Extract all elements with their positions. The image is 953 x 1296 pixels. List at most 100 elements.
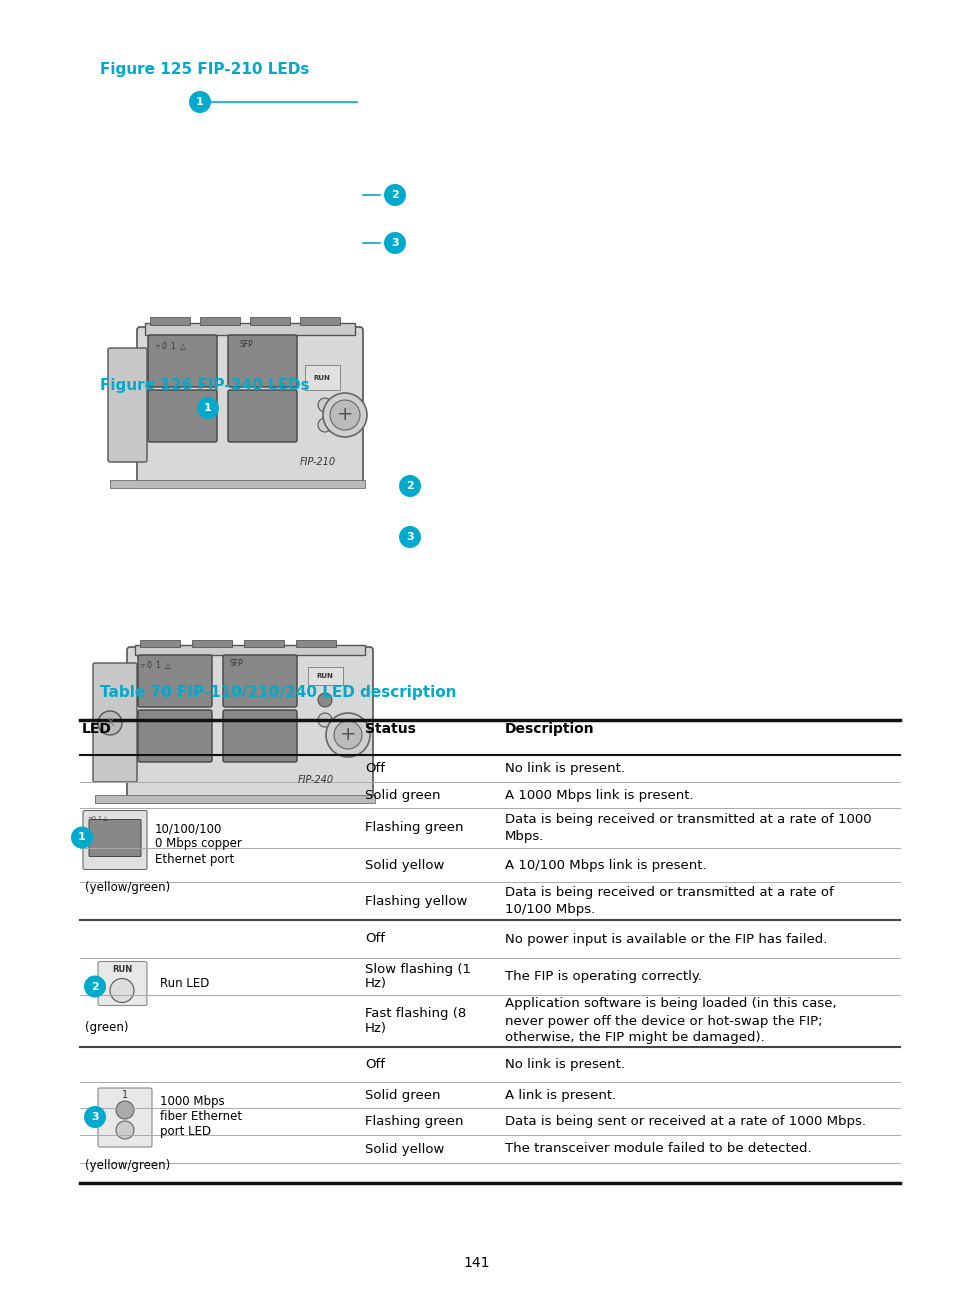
Text: Data is being received or transmitted at a rate of 1000
Mbps.: Data is being received or transmitted at… xyxy=(504,813,871,842)
Text: RUN: RUN xyxy=(314,375,330,381)
Text: Status: Status xyxy=(365,722,416,736)
FancyBboxPatch shape xyxy=(89,819,141,857)
Text: 1: 1 xyxy=(196,97,204,108)
Circle shape xyxy=(71,827,92,849)
FancyBboxPatch shape xyxy=(250,318,290,325)
Text: 1: 1 xyxy=(78,832,86,842)
Text: 141: 141 xyxy=(463,1256,490,1270)
Text: SFP: SFP xyxy=(240,340,253,349)
Text: Data is being sent or received at a rate of 1000 Mbps.: Data is being sent or received at a rate… xyxy=(504,1115,865,1128)
Text: fiber Ethernet: fiber Ethernet xyxy=(160,1109,242,1124)
Text: Off: Off xyxy=(365,762,385,775)
FancyBboxPatch shape xyxy=(108,349,147,461)
Circle shape xyxy=(196,397,219,419)
Bar xyxy=(308,667,343,686)
Text: Slow flashing (1
Hz): Slow flashing (1 Hz) xyxy=(365,963,471,990)
Circle shape xyxy=(384,232,406,254)
Text: A 1000 Mbps link is present.: A 1000 Mbps link is present. xyxy=(504,788,693,801)
Text: FIP-240: FIP-240 xyxy=(297,775,334,785)
Text: The FIP is operating correctly.: The FIP is operating correctly. xyxy=(504,969,701,982)
Text: +: + xyxy=(336,406,353,425)
Text: Description: Description xyxy=(504,722,594,736)
Text: $\triangledown$ 0  1 $\triangle$: $\triangledown$ 0 1 $\triangle$ xyxy=(140,658,172,671)
Bar xyxy=(95,794,375,804)
Circle shape xyxy=(116,1121,133,1139)
Text: RUN: RUN xyxy=(316,673,334,679)
Text: Off: Off xyxy=(365,933,385,946)
Text: No link is present.: No link is present. xyxy=(504,1058,624,1070)
Text: Ethernet port: Ethernet port xyxy=(154,853,234,866)
FancyBboxPatch shape xyxy=(148,390,216,442)
Circle shape xyxy=(84,1105,106,1128)
Text: 10/100/100: 10/100/100 xyxy=(154,823,222,836)
Bar xyxy=(305,365,339,390)
FancyBboxPatch shape xyxy=(98,1089,152,1147)
Text: (yellow/green): (yellow/green) xyxy=(85,1159,170,1172)
Text: 1000 Mbps: 1000 Mbps xyxy=(160,1095,224,1108)
Circle shape xyxy=(84,976,106,998)
FancyBboxPatch shape xyxy=(148,334,216,388)
Text: Solid yellow: Solid yellow xyxy=(365,1143,444,1156)
Circle shape xyxy=(98,712,122,735)
FancyBboxPatch shape xyxy=(138,710,212,762)
Text: Flashing yellow: Flashing yellow xyxy=(365,894,467,907)
FancyBboxPatch shape xyxy=(137,327,363,483)
FancyBboxPatch shape xyxy=(150,318,190,325)
Text: 3: 3 xyxy=(406,531,414,542)
FancyBboxPatch shape xyxy=(295,640,335,647)
Text: The transceiver module failed to be detected.: The transceiver module failed to be dete… xyxy=(504,1143,811,1156)
FancyBboxPatch shape xyxy=(228,334,296,388)
Circle shape xyxy=(189,91,211,113)
Circle shape xyxy=(317,419,332,432)
Text: A 10/100 Mbps link is present.: A 10/100 Mbps link is present. xyxy=(504,858,706,871)
Circle shape xyxy=(326,713,370,757)
Text: Flashing green: Flashing green xyxy=(365,822,463,835)
Text: 2: 2 xyxy=(406,481,414,491)
Text: $\triangledown$ 0  1 $\triangle$: $\triangledown$ 0 1 $\triangle$ xyxy=(154,340,188,353)
Text: $\triangledown$0 1$\triangle$: $\triangledown$0 1$\triangle$ xyxy=(88,814,109,823)
Text: No power input is available or the FIP has failed.: No power input is available or the FIP h… xyxy=(504,933,826,946)
FancyBboxPatch shape xyxy=(223,710,296,762)
Text: (yellow/green): (yellow/green) xyxy=(85,881,170,894)
Text: RUN: RUN xyxy=(112,966,132,975)
FancyBboxPatch shape xyxy=(228,390,296,442)
Circle shape xyxy=(384,184,406,206)
Text: 2: 2 xyxy=(91,981,99,991)
FancyBboxPatch shape xyxy=(140,640,180,647)
Text: LED: LED xyxy=(82,722,112,736)
Circle shape xyxy=(317,398,332,412)
Circle shape xyxy=(330,400,359,430)
Text: FIP-210: FIP-210 xyxy=(299,457,335,467)
Circle shape xyxy=(323,393,367,437)
Text: Solid yellow: Solid yellow xyxy=(365,858,444,871)
Text: +: + xyxy=(339,726,355,744)
Text: 0 Mbps copper: 0 Mbps copper xyxy=(154,837,242,850)
Text: Application software is being loaded (in this case,
never power off the device o: Application software is being loaded (in… xyxy=(504,998,836,1045)
Text: 2: 2 xyxy=(391,191,398,200)
Text: Fast flashing (8
Hz): Fast flashing (8 Hz) xyxy=(365,1007,466,1036)
FancyBboxPatch shape xyxy=(138,654,212,708)
Circle shape xyxy=(110,978,133,1003)
Text: Flashing green: Flashing green xyxy=(365,1115,463,1128)
Text: No link is present.: No link is present. xyxy=(504,762,624,775)
Bar xyxy=(110,480,365,489)
Text: Solid green: Solid green xyxy=(365,1089,440,1102)
Text: Data is being received or transmitted at a rate of
10/100 Mbps.: Data is being received or transmitted at… xyxy=(504,886,833,916)
Circle shape xyxy=(398,476,420,496)
FancyBboxPatch shape xyxy=(200,318,240,325)
Text: 3: 3 xyxy=(391,238,398,248)
Text: Off: Off xyxy=(365,1058,385,1070)
Text: Figure 126 FIP-240 LEDs: Figure 126 FIP-240 LEDs xyxy=(100,378,310,393)
FancyBboxPatch shape xyxy=(192,640,232,647)
Text: 1: 1 xyxy=(204,403,212,413)
Circle shape xyxy=(116,1102,133,1118)
FancyBboxPatch shape xyxy=(92,664,137,781)
Text: 3: 3 xyxy=(91,1112,99,1122)
Bar xyxy=(135,645,365,654)
Text: Run LED: Run LED xyxy=(160,977,209,990)
Text: 1: 1 xyxy=(122,1090,128,1100)
FancyBboxPatch shape xyxy=(98,962,147,1006)
Text: Table 70 FIP-110/210/240 LED description: Table 70 FIP-110/210/240 LED description xyxy=(100,686,456,700)
Circle shape xyxy=(398,526,420,548)
Text: (green): (green) xyxy=(85,1020,129,1033)
